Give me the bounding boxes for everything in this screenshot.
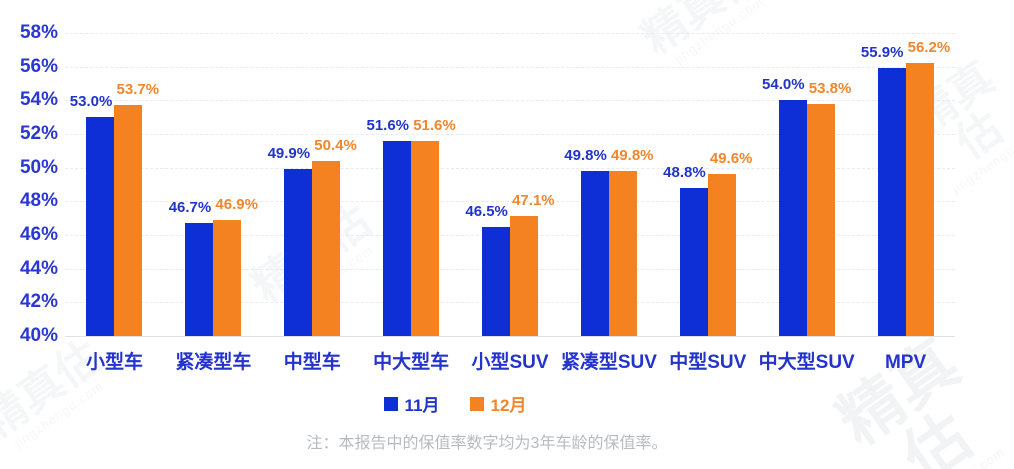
- bar-12月-中大型SUV: 53.8%: [806, 80, 851, 336]
- bar-11月-小型SUV: 46.5%: [465, 203, 510, 336]
- legend-swatch-icon: [383, 396, 398, 411]
- plot-area: 53.0% 53.7% 小型车 46.7% 46.9% 紧凑型车 49.9% 50.4% 中型车…: [65, 33, 955, 373]
- gridline: [65, 66, 955, 68]
- bar-group: 49.9% 50.4% 中型车: [263, 33, 362, 373]
- legend-item-11月: 11月: [383, 391, 440, 416]
- bar-value-label: 49.8%: [610, 147, 654, 165]
- category-label: 紧凑型SUV: [560, 352, 657, 373]
- x-axis-line: [65, 336, 955, 337]
- bar-value-label: 55.9%: [860, 44, 904, 62]
- category-label: 紧凑型车: [175, 352, 252, 373]
- bar-group: 53.0% 53.7% 小型车: [65, 33, 164, 373]
- bar-value-label: 49.8%: [564, 147, 607, 165]
- bar-11月-小型车: 53.0%: [70, 93, 115, 336]
- category-label: 小型车: [85, 352, 143, 373]
- gridline: [65, 134, 955, 135]
- gridline: [65, 33, 955, 34]
- y-axis: 58% 56% 54% 52% 50% 48% 46% 44% 42% 40%: [6, 22, 58, 346]
- gridline: [65, 100, 955, 102]
- category-label: 中型车: [283, 352, 341, 373]
- y-tick-label: 54%: [19, 89, 58, 111]
- bar-11月-紧凑型SUV: 49.8%: [564, 147, 609, 336]
- y-tick-label: 40%: [19, 325, 58, 346]
- bar-group: 51.6% 51.6% 中大型车: [362, 33, 461, 373]
- y-tick-label: 52%: [19, 123, 58, 144]
- bar-11月-中大型SUV: 54.0%: [762, 76, 807, 336]
- bar-value-label: 51.6%: [413, 116, 456, 134]
- bar-12月-小型SUV: 47.1%: [510, 192, 555, 336]
- bar-12月-MPV: 56.2%: [905, 39, 950, 336]
- bar-value-label: 48.8%: [663, 163, 706, 181]
- bar-value-label: 53.8%: [808, 79, 852, 97]
- bar-11月-中大型车: 51.6%: [366, 117, 412, 336]
- bar-11月-中型车: 49.9%: [268, 145, 313, 336]
- bar-value-label: 46.5%: [465, 202, 508, 220]
- bar-value-label: 46.9%: [215, 195, 258, 213]
- y-tick-label: 50%: [19, 156, 58, 178]
- category-label: 中型SUV: [669, 352, 747, 373]
- bar-value-label: 54.0%: [762, 76, 805, 94]
- legend-swatch-icon: [469, 396, 484, 411]
- y-tick-label: 44%: [19, 257, 58, 279]
- bar-12月-紧凑型SUV: 49.8%: [608, 147, 654, 336]
- category-label: MPV: [884, 352, 927, 373]
- bar-value-label: 49.9%: [267, 145, 311, 163]
- bar-11月-紧凑型车: 46.7%: [169, 199, 214, 336]
- bar-groups: 53.0% 53.7% 小型车 46.7% 46.9% 紧凑型车 49.9% 50.4% 中型车…: [65, 33, 955, 373]
- bar-12月-中大型车: 51.6%: [411, 117, 456, 336]
- bar-value-label: 53.7%: [116, 81, 160, 99]
- legend-label: 11月: [404, 396, 440, 415]
- bar-12月-紧凑型车: 46.9%: [213, 196, 258, 336]
- bar-group: 55.9% 56.2% MPV: [856, 33, 955, 373]
- bar-value-label: 56.2%: [907, 39, 951, 57]
- bar-11月-中型SUV: 48.8%: [663, 164, 708, 336]
- bar-group: 54.0% 53.8% 中大型SUV: [757, 33, 856, 373]
- bar-11月-MPV: 55.9%: [861, 44, 906, 336]
- legend-item-12月: 12月: [469, 391, 527, 416]
- legend: 11月 12月: [0, 391, 1014, 416]
- y-tick-label: 42%: [19, 291, 58, 313]
- legend-label: 12月: [490, 396, 527, 415]
- category-label: 中大型车: [373, 352, 450, 373]
- y-tick-label: 46%: [19, 224, 58, 245]
- bar-value-label: 51.6%: [366, 116, 410, 134]
- bar-12月-中型SUV: 49.6%: [707, 150, 752, 336]
- gridline: [65, 201, 955, 203]
- y-tick-label: 56%: [19, 55, 58, 77]
- bar-12月-中型车: 50.4%: [312, 137, 357, 336]
- y-tick-label: 58%: [19, 22, 58, 43]
- bar-group: 46.7% 46.9% 紧凑型车: [164, 33, 263, 373]
- bar-value-label: 49.6%: [709, 150, 753, 168]
- footnote: 注：本报告中的保值率数字均为3年车龄的保值率。: [306, 435, 668, 452]
- bar-group: 46.5% 47.1% 小型SUV: [461, 33, 560, 373]
- bar-value-label: 47.1%: [512, 192, 555, 210]
- bar-value-label: 46.7%: [168, 199, 212, 217]
- bar-value-label: 50.4%: [314, 136, 357, 154]
- category-label: 小型SUV: [471, 352, 549, 373]
- bar-12月-小型车: 53.7%: [114, 81, 159, 336]
- y-tick-label: 48%: [19, 190, 58, 212]
- bar-value-label: 53.0%: [69, 93, 113, 111]
- category-label: 中大型SUV: [758, 352, 855, 373]
- bar-group: 48.8% 49.6% 中型SUV: [658, 33, 757, 373]
- bar-group: 49.8% 49.8% 紧凑型SUV: [559, 33, 658, 373]
- gridline: [65, 167, 955, 169]
